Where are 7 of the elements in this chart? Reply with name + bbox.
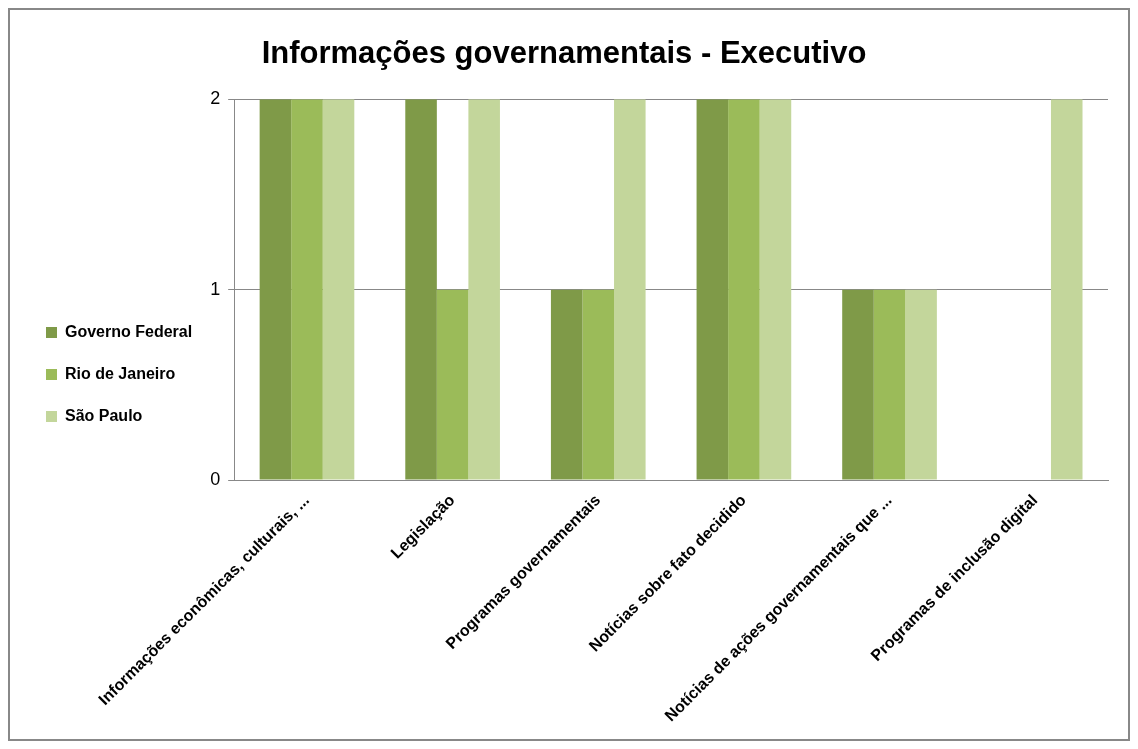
legend-label: Rio de Janeiro [65, 364, 176, 382]
y-tick-label: 0 [210, 469, 221, 490]
y-tick-label: 1 [210, 278, 221, 299]
legend-label: Governo Federal [65, 322, 193, 340]
chart-title: Informações governamentais - Executivo [261, 35, 867, 71]
legend-label: São Paulo [65, 406, 143, 424]
y-tick-label: 2 [210, 88, 221, 109]
